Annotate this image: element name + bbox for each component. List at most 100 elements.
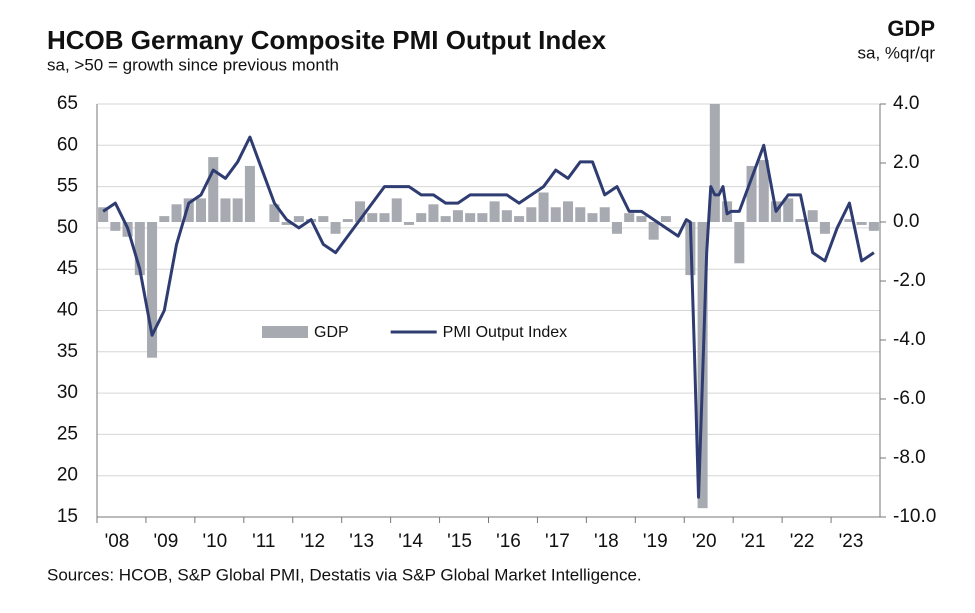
bar: [416, 213, 427, 222]
bar: [342, 219, 353, 222]
y-tick-label: 55: [57, 176, 78, 197]
x-tick-label: '11: [252, 531, 275, 552]
x-tick-label: '20: [692, 531, 717, 552]
bar: [575, 207, 586, 222]
x-tick-label: '16: [496, 531, 521, 552]
bar: [746, 165, 757, 222]
y-tick-label: 20: [57, 465, 78, 486]
bar: [550, 207, 561, 222]
bar: [403, 222, 414, 225]
bar: [648, 222, 659, 240]
bar: [489, 201, 500, 222]
bar: [844, 219, 855, 222]
y2-tick-label: -8.0: [893, 447, 926, 468]
bar: [183, 198, 194, 222]
bar: [599, 207, 610, 222]
x-tick-label: '19: [643, 531, 668, 552]
bar: [232, 198, 243, 222]
bar: [611, 222, 622, 234]
bar: [501, 210, 512, 222]
bar: [269, 204, 280, 222]
x-tick-label: '15: [447, 531, 472, 552]
bar: [281, 222, 292, 225]
chart-title: HCOB Germany Composite PMI Output Index: [47, 25, 607, 55]
y2-tick-label: 0.0: [893, 211, 919, 232]
x-tick-label: '17: [545, 531, 570, 552]
y-tick-label: 30: [57, 382, 78, 403]
bar: [208, 157, 219, 222]
bar: [293, 216, 304, 222]
bar: [195, 198, 207, 222]
bar: [355, 201, 366, 222]
bar: [795, 219, 806, 222]
bar: [514, 216, 525, 222]
bar: [134, 222, 145, 276]
bar: [452, 210, 463, 222]
bar: [110, 222, 121, 231]
bar: [660, 216, 671, 222]
x-tick-label: '22: [790, 531, 815, 552]
bar: [563, 201, 574, 222]
y2-tick-label: -2.0: [893, 270, 926, 291]
x-tick-label: '18: [594, 531, 619, 552]
bar: [244, 165, 255, 222]
y2-tick-label: -4.0: [893, 329, 926, 350]
y-tick-label: 45: [57, 258, 78, 279]
bar: [391, 198, 402, 222]
y2-title: GDP: [887, 16, 935, 41]
bar: [868, 222, 879, 231]
x-tick-label: '13: [349, 531, 374, 552]
bar: [783, 198, 794, 222]
bar: [758, 160, 769, 222]
legend: GDP PMI Output Index: [262, 324, 567, 341]
y2-tick-label: -10.0: [893, 506, 936, 527]
y-tick-label: 25: [57, 423, 78, 444]
bar: [465, 213, 476, 222]
bar: [318, 216, 329, 222]
y-tick-label: 60: [57, 134, 78, 155]
y2-subtitle: sa, %qr/qr: [858, 43, 936, 62]
bar: [171, 204, 182, 222]
y-tick-label: 35: [57, 341, 78, 362]
axes: 15 20 25 30 35 40 45 50 55 60 65 -10.0 -8.0 -6.0 -4.0 -…: [57, 93, 936, 552]
y-tick-label: 15: [57, 506, 78, 527]
bar: [526, 207, 537, 222]
y2-tick-label: -6.0: [893, 388, 926, 409]
y-tick-label: 50: [57, 217, 78, 238]
chart-subtitle: sa, >50 = growth since previous month: [47, 55, 339, 74]
x-tick-label: '21: [741, 531, 766, 552]
y-tick-label: 65: [57, 93, 78, 114]
bar: [147, 222, 158, 358]
bar: [330, 222, 341, 234]
legend-label: PMI Output Index: [443, 324, 568, 341]
bar: [538, 192, 549, 222]
y2-tick-label: 2.0: [893, 152, 919, 173]
bar: [440, 216, 451, 222]
bar: [220, 198, 231, 222]
pmi-line: [102, 135, 875, 499]
bar: [636, 216, 647, 222]
source-note: Sources: HCOB, S&P Global PMI, Destatis …: [47, 565, 642, 584]
bar: [807, 210, 818, 222]
bar: [98, 207, 109, 222]
plot-area: [98, 104, 879, 509]
x-tick-label: '14: [398, 531, 423, 552]
bar: [367, 213, 378, 222]
x-tick-label: '09: [154, 531, 179, 552]
bar: [477, 213, 488, 222]
bar: [819, 222, 830, 234]
x-tick-label: '08: [105, 531, 130, 552]
x-tick-label: '10: [202, 531, 227, 552]
bar: [856, 222, 867, 225]
y-tick-label: 40: [57, 300, 78, 321]
bar: [379, 213, 390, 222]
bar: [709, 104, 720, 222]
legend-swatch: [262, 326, 308, 338]
bar: [159, 216, 170, 222]
bar: [734, 222, 745, 264]
x-tick-label: '23: [839, 531, 864, 552]
legend-label: GDP: [314, 324, 349, 341]
grid: [97, 103, 880, 518]
bar: [428, 204, 439, 222]
